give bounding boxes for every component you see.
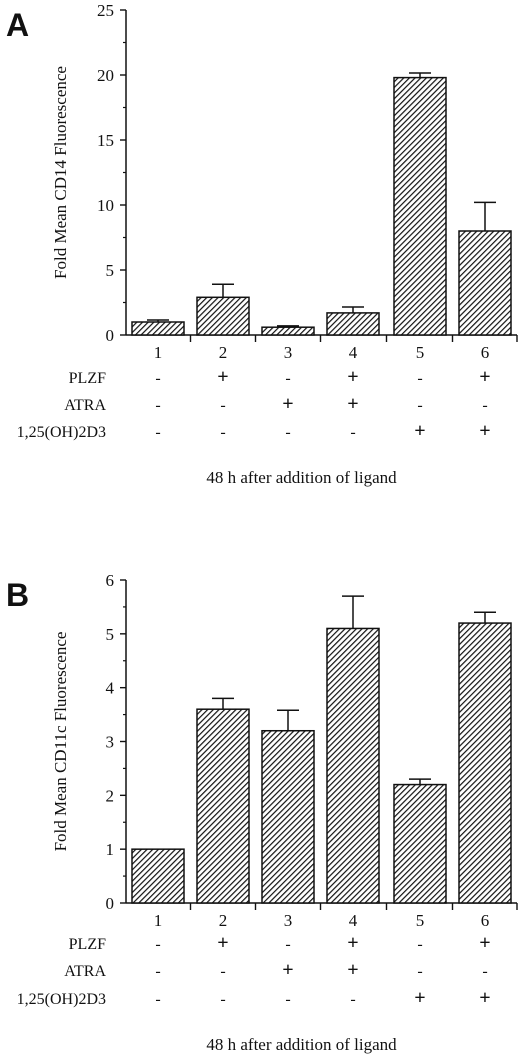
category-label: 3 xyxy=(284,343,293,362)
condition-mark: - xyxy=(220,424,225,441)
condition-label-1: PLZF xyxy=(69,936,106,953)
y-tick-label: 15 xyxy=(97,131,114,150)
condition-mark: - xyxy=(417,936,422,953)
condition-mark: + xyxy=(217,932,228,954)
bar-5 xyxy=(393,76,447,336)
condition-label-2: ATRA xyxy=(64,963,106,980)
category-label: 1 xyxy=(154,911,163,930)
y-tick-label: 0 xyxy=(106,326,115,345)
category-label: 4 xyxy=(349,911,358,930)
bar-1 xyxy=(131,848,185,904)
condition-mark: + xyxy=(347,959,358,981)
category-label: 1 xyxy=(154,343,163,362)
bar-1 xyxy=(131,321,185,336)
condition-mark: + xyxy=(347,366,358,388)
condition-mark: + xyxy=(217,366,228,388)
condition-mark: - xyxy=(417,397,422,414)
condition-mark: - xyxy=(350,991,355,1008)
condition-mark: - xyxy=(155,936,160,953)
bar-4 xyxy=(326,312,380,336)
y-tick-label: 2 xyxy=(106,786,115,805)
condition-mark: - xyxy=(417,370,422,387)
condition-label-3: 1,25(OH)2D3 xyxy=(17,991,106,1008)
x-axis-title: 48 h after addition of ligand xyxy=(206,468,397,487)
category-label: 3 xyxy=(284,911,293,930)
y-tick-label: 10 xyxy=(97,196,114,215)
condition-mark: - xyxy=(220,991,225,1008)
panel-letter: A xyxy=(6,7,29,43)
category-label: 5 xyxy=(416,911,425,930)
condition-mark: - xyxy=(155,963,160,980)
condition-mark: - xyxy=(285,424,290,441)
condition-mark: - xyxy=(482,963,487,980)
bar-2 xyxy=(196,296,250,336)
condition-mark: - xyxy=(155,991,160,1008)
condition-label-2: ATRA xyxy=(64,397,106,414)
y-tick-label: 0 xyxy=(106,894,115,913)
panel-letter: B xyxy=(6,577,29,613)
bar-3 xyxy=(261,729,315,904)
condition-mark: + xyxy=(347,932,358,954)
condition-mark: - xyxy=(285,991,290,1008)
category-label: 6 xyxy=(481,343,490,362)
y-tick-label: 4 xyxy=(106,679,115,698)
category-label: 5 xyxy=(416,343,425,362)
condition-mark: + xyxy=(282,393,293,415)
condition-mark: - xyxy=(155,370,160,387)
y-axis-title: Fold Mean CD11c Fluorescence xyxy=(51,632,70,852)
category-label: 2 xyxy=(219,343,228,362)
y-tick-label: 20 xyxy=(97,66,114,85)
y-tick-label: 5 xyxy=(106,261,115,280)
y-tick-label: 5 xyxy=(106,625,115,644)
y-tick-label: 25 xyxy=(97,1,114,20)
x-axis-title: 48 h after addition of ligand xyxy=(206,1035,397,1054)
condition-mark: - xyxy=(285,936,290,953)
y-tick-label: 3 xyxy=(106,733,115,752)
condition-mark: - xyxy=(482,397,487,414)
condition-mark: + xyxy=(282,959,293,981)
y-tick-label: 1 xyxy=(106,840,115,859)
condition-mark: + xyxy=(479,932,490,954)
bar-6 xyxy=(458,622,512,904)
condition-mark: + xyxy=(479,366,490,388)
y-axis-title: Fold Mean CD14 Fluorescence xyxy=(51,66,70,279)
condition-label-1: PLZF xyxy=(69,370,106,387)
category-label: 6 xyxy=(481,911,490,930)
condition-mark: + xyxy=(479,420,490,442)
condition-mark: - xyxy=(220,963,225,980)
category-label: 4 xyxy=(349,343,358,362)
condition-label-3: 1,25(OH)2D3 xyxy=(17,424,106,441)
bar-5 xyxy=(393,783,447,904)
condition-mark: + xyxy=(347,393,358,415)
condition-mark: - xyxy=(155,397,160,414)
bar-6 xyxy=(458,230,512,336)
condition-mark: - xyxy=(417,963,422,980)
y-tick-label: 6 xyxy=(106,571,115,590)
panel-b: B Fold Mean CD11c Fluorescence 0 1 2 3 4 5 6 1 2 3 4… xyxy=(6,571,518,1054)
condition-mark: + xyxy=(414,987,425,1009)
condition-mark: + xyxy=(414,420,425,442)
condition-mark: - xyxy=(155,424,160,441)
condition-mark: - xyxy=(350,424,355,441)
condition-mark: - xyxy=(220,397,225,414)
bar-3 xyxy=(261,326,315,336)
bar-4 xyxy=(326,627,380,904)
condition-mark: + xyxy=(479,987,490,1009)
category-label: 2 xyxy=(219,911,228,930)
condition-mark: - xyxy=(285,370,290,387)
bar-2 xyxy=(196,708,250,904)
